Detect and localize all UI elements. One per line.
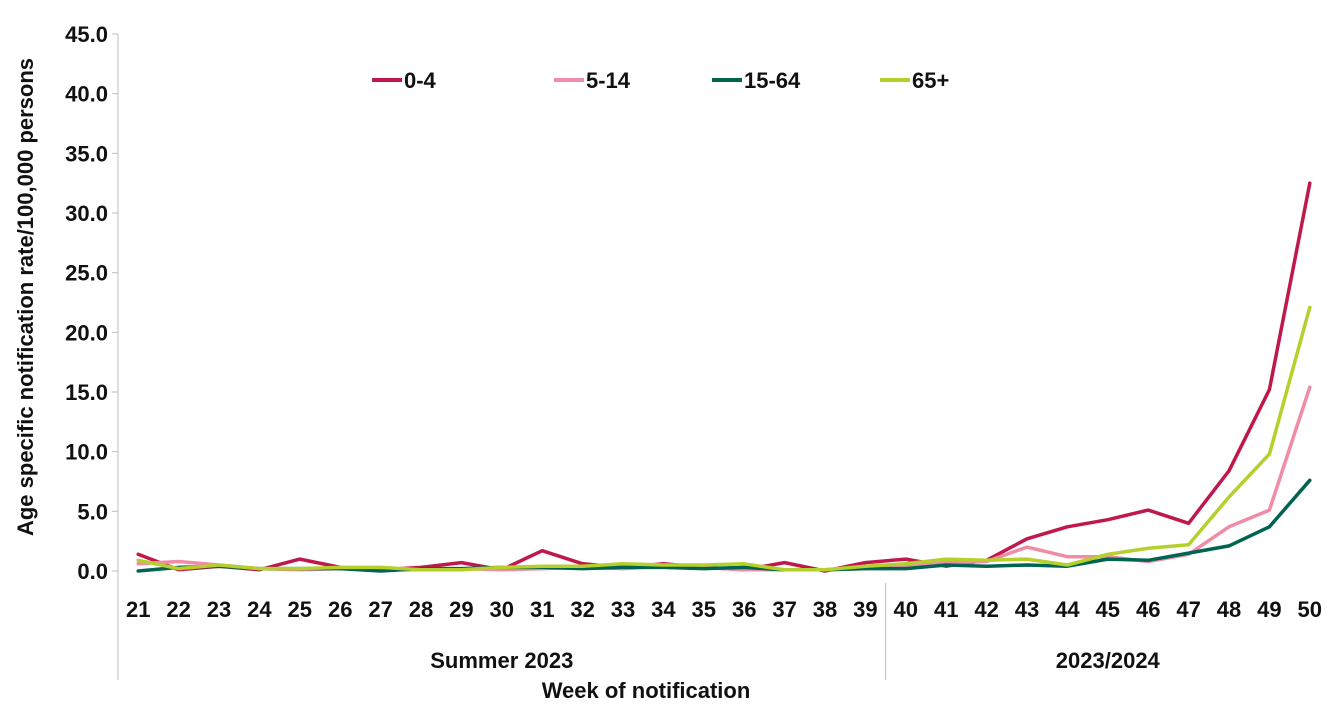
x-tick-label: 38	[813, 597, 837, 622]
y-tick-label: 0.0	[77, 559, 108, 584]
series-lines	[136, 181, 1312, 573]
x-tick-label: 28	[409, 597, 433, 622]
x-tick-label: 46	[1136, 597, 1160, 622]
x-tick-label: 23	[207, 597, 231, 622]
y-tick-label: 10.0	[65, 440, 108, 465]
legend-label: 65+	[912, 68, 949, 93]
x-group-label: 2023/2024	[1056, 648, 1161, 673]
x-tick-label: 41	[934, 597, 958, 622]
x-group-label: Summer 2023	[430, 648, 573, 673]
x-tick-label: 48	[1217, 597, 1241, 622]
legend-label: 0-4	[404, 68, 437, 93]
x-tick-label: 29	[449, 597, 473, 622]
x-tick-label: 30	[490, 597, 514, 622]
series-line-5-14	[136, 385, 1312, 572]
x-tick-label: 44	[1055, 597, 1080, 622]
x-tick-label: 31	[530, 597, 554, 622]
y-tick-label: 40.0	[65, 82, 108, 107]
y-tick-label: 5.0	[77, 499, 108, 524]
x-tick-label: 43	[1015, 597, 1039, 622]
y-tick-label: 20.0	[65, 320, 108, 345]
x-tick-label: 40	[894, 597, 918, 622]
y-axis-title: Age specific notification rate/100,000 p…	[13, 58, 38, 536]
x-tick-label: 37	[772, 597, 796, 622]
x-tick-label: 22	[166, 597, 190, 622]
x-axis-title: Week of notification	[542, 678, 751, 703]
y-tick-label: 45.0	[65, 22, 108, 47]
x-tick-label: 27	[368, 597, 392, 622]
y-tick-label: 30.0	[65, 201, 108, 226]
axes: 0.0 5.0 10.0 15.0 20.0 25.0 30.0 35.0 40.0 45.0 21…	[65, 22, 1322, 680]
y-tick-label: 15.0	[65, 380, 108, 405]
x-tick-label: 50	[1298, 597, 1322, 622]
x-tick-label: 34	[651, 597, 676, 622]
series-line-0-4	[136, 181, 1312, 573]
x-tick-label: 33	[611, 597, 635, 622]
x-tick-label: 26	[328, 597, 352, 622]
x-tick-label: 39	[853, 597, 877, 622]
series-line-15-64	[136, 478, 1312, 573]
x-tick-label: 25	[288, 597, 312, 622]
x-tick-label: 49	[1257, 597, 1281, 622]
x-tick-label: 35	[692, 597, 716, 622]
x-tick-label: 24	[247, 597, 272, 622]
legend: 0-4 5-14 15-64 65+	[372, 68, 949, 93]
x-tick-label: 42	[974, 597, 998, 622]
legend-label: 15-64	[744, 68, 801, 93]
x-tick-label: 32	[570, 597, 594, 622]
series-line-65+	[136, 305, 1312, 572]
x-tick-label: 47	[1176, 597, 1200, 622]
x-tick-label: 21	[126, 597, 150, 622]
legend-label: 5-14	[586, 68, 631, 93]
x-tick-label: 36	[732, 597, 756, 622]
y-tick-label: 25.0	[65, 261, 108, 286]
x-tick-label: 45	[1096, 597, 1120, 622]
y-tick-label: 35.0	[65, 141, 108, 166]
